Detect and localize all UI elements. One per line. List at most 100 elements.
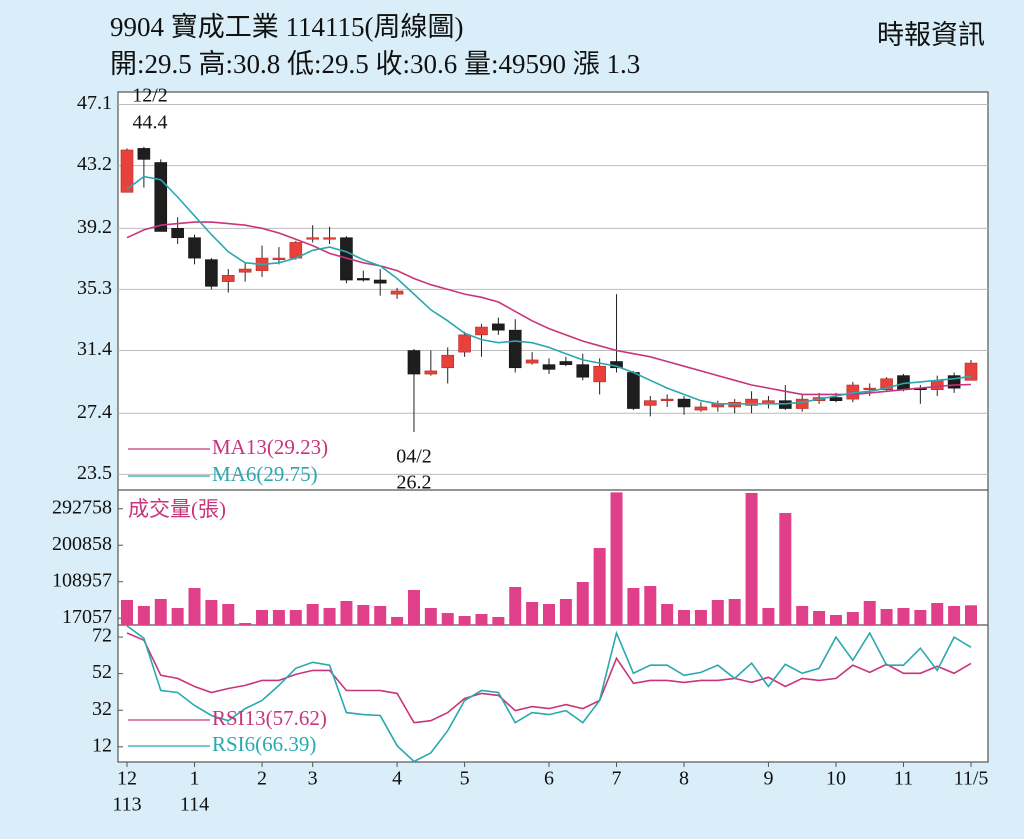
volume-bar: [475, 614, 488, 625]
volume-bar: [340, 600, 353, 625]
y-tick-label: 72: [92, 625, 112, 647]
candle-body: [660, 398, 674, 401]
candle-body: [424, 370, 438, 375]
volume-bar: [357, 604, 370, 625]
chart-title: 9904 寶成工業 114115(周線圖): [110, 12, 463, 42]
volume-bar: [323, 608, 336, 625]
volume-bar: [205, 599, 218, 625]
volume-bar: [458, 615, 471, 625]
series-line: [126, 632, 972, 724]
volume-bar: [728, 598, 741, 625]
candle-body: [492, 323, 505, 331]
candle-body: [373, 279, 387, 284]
volume-bar: [374, 605, 387, 625]
x-tick-label: 8: [679, 768, 689, 790]
volume-bar: [407, 589, 420, 625]
candle-body: [238, 268, 252, 273]
y-tick-label: 35.3: [77, 277, 112, 299]
volume-bar: [897, 608, 910, 625]
volume-bar: [576, 581, 589, 625]
annotation-date: 12/2: [132, 85, 168, 107]
x-tick-label: 5: [460, 768, 470, 790]
candle-body: [829, 397, 843, 401]
legend-label: RSI6(66.39): [212, 732, 316, 756]
volume-bar: [509, 587, 522, 625]
x-tick-label: 11/5: [954, 768, 989, 790]
volume-bar: [593, 547, 606, 625]
volume-bar: [222, 603, 235, 625]
volume-bar: [543, 603, 555, 625]
volume-bar: [796, 605, 809, 625]
candle-body: [272, 257, 286, 260]
candle-body: [120, 149, 134, 193]
volume-bar: [813, 610, 826, 625]
x-tick-label: 3: [308, 768, 318, 790]
candle-body: [390, 290, 404, 295]
y-tick-label: 39.2: [77, 216, 112, 238]
y-tick-label: 31.4: [77, 338, 112, 360]
volume-bar: [492, 616, 505, 625]
y-tick-label: 200858: [52, 533, 112, 555]
candle-body: [525, 359, 539, 364]
y-tick-label: 27.4: [77, 401, 112, 423]
volume-bar: [289, 609, 302, 625]
candle-body: [357, 278, 370, 281]
volume-bar: [441, 613, 454, 625]
volume-bar: [306, 603, 319, 625]
candle-body: [795, 398, 809, 409]
volume-bar: [745, 492, 758, 625]
candle-body: [930, 380, 944, 391]
y-tick-label: 23.5: [77, 462, 112, 484]
volume-bar: [644, 586, 657, 625]
legend-label: RSI13(57.62): [212, 706, 327, 730]
candle-body: [779, 400, 792, 409]
y-tick-label: 47.1: [77, 92, 112, 114]
candle-body: [728, 401, 741, 408]
volume-bar: [154, 598, 167, 625]
x-tick-label: 9: [763, 768, 773, 790]
candle-body: [643, 400, 657, 406]
annotation-price: 44.4: [133, 112, 168, 134]
volume-bar: [846, 612, 859, 625]
legend-label: MA6(29.75): [212, 462, 318, 486]
candle-body: [880, 378, 893, 391]
candle-body: [458, 334, 471, 353]
x-year-label: 113: [112, 794, 141, 816]
volume-bar: [137, 605, 150, 625]
volume-bar: [272, 609, 285, 625]
candle-body: [323, 237, 336, 240]
annotation-price: 26.2: [397, 472, 432, 494]
candle-body: [407, 350, 421, 375]
volume-bar: [121, 599, 133, 625]
x-tick-label: 7: [612, 768, 622, 790]
volume-bar: [391, 616, 404, 625]
volume-bar: [762, 608, 775, 625]
y-tick-label: 52: [92, 661, 112, 683]
series-line: [126, 625, 972, 763]
volume-label: 成交量(張): [128, 497, 226, 521]
x-tick-label: 10: [826, 768, 846, 790]
candle-body: [694, 406, 708, 411]
x-tick-label: 4: [392, 768, 402, 790]
y-tick-label: 108957: [52, 569, 112, 591]
y-tick-label: 32: [92, 698, 112, 720]
volume-bar: [678, 609, 691, 625]
candle-body: [593, 365, 606, 383]
candle-body: [508, 329, 522, 369]
series-line: [126, 221, 972, 396]
volume-bar: [931, 603, 944, 625]
candle-body: [627, 372, 640, 409]
volume-bar: [880, 608, 893, 625]
y-tick-label: 17057: [62, 606, 112, 628]
x-year-label: 114: [180, 794, 209, 816]
source: 時報資訊: [877, 20, 985, 50]
x-tick-label: 11: [894, 768, 913, 790]
candle-body: [171, 228, 184, 239]
x-tick-label: 6: [544, 768, 554, 790]
series-line: [126, 175, 972, 405]
volume-bar: [526, 602, 539, 625]
volume-bar: [711, 599, 724, 625]
annotation-date: 04/2: [396, 446, 432, 468]
candle-body: [205, 259, 218, 287]
